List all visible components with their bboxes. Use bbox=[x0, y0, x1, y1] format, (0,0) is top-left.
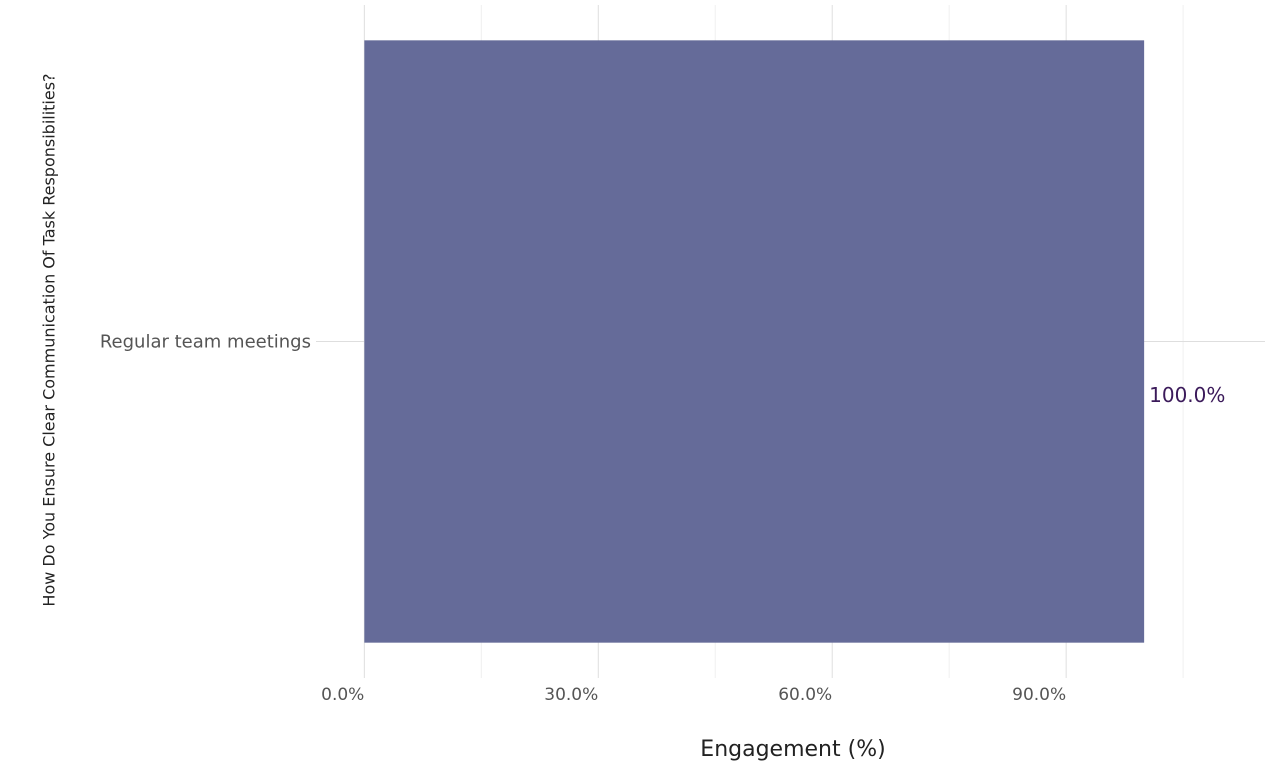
value-label: 100.0% bbox=[1149, 383, 1225, 407]
bar bbox=[364, 40, 1145, 643]
x-tick-label: 30.0% bbox=[544, 685, 598, 705]
x-tick-label: 0.0% bbox=[321, 685, 364, 705]
x-axis-title: Engagement (%) bbox=[700, 737, 885, 762]
x-tick-label: 90.0% bbox=[1012, 685, 1066, 705]
y-tick-label: Regular team meetings bbox=[100, 332, 311, 353]
y-axis-title: How Do You Ensure Clear Communication Of… bbox=[40, 73, 59, 606]
x-tick-label: 60.0% bbox=[778, 685, 832, 705]
